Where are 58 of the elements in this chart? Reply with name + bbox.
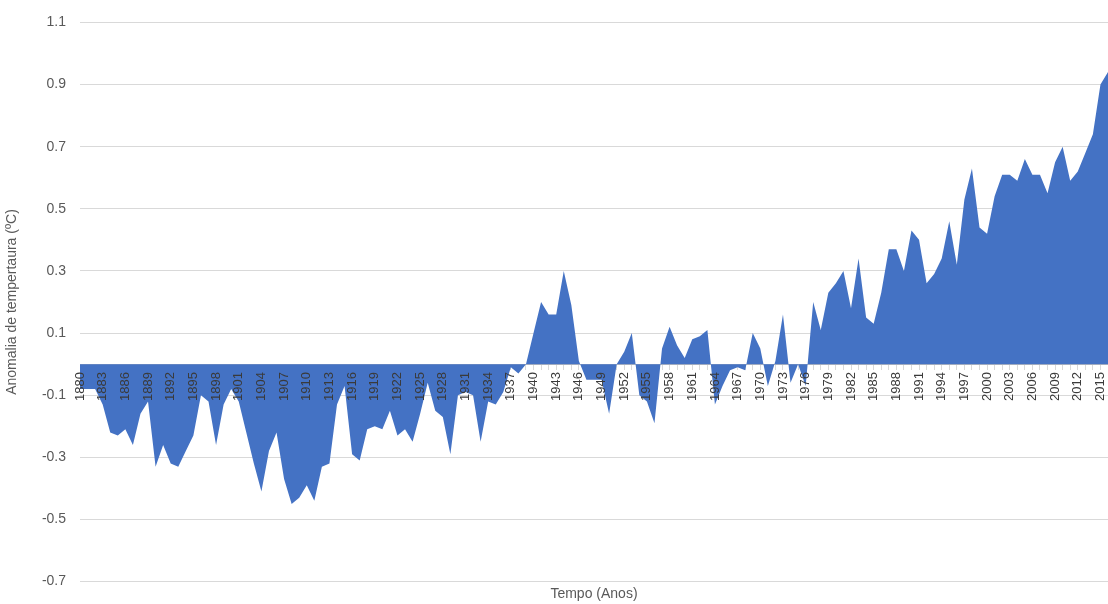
y-tick-label: -0.5 <box>41 510 67 527</box>
y-tick-label: 0.7 <box>46 137 67 154</box>
x-tick-label: 2006 <box>1023 372 1039 402</box>
x-tick-label: 1949 <box>593 372 609 402</box>
y-tick-label: 0.9 <box>46 75 67 92</box>
y-axis-title: Anomalia de tempertaura (ºC) <box>3 209 20 395</box>
x-tick-label: 1901 <box>230 372 246 402</box>
x-tick-label: 1922 <box>389 372 405 402</box>
y-tick-label: 0.1 <box>46 323 67 340</box>
x-tick-label: 1988 <box>887 372 903 402</box>
x-tick-label: 1970 <box>751 372 767 402</box>
x-tick-label: 1940 <box>525 372 541 402</box>
x-axis-title: Tempo (Anos) <box>549 585 639 601</box>
x-tick-label: 1973 <box>774 372 790 402</box>
y-tick-label: 0.5 <box>46 199 67 216</box>
x-tick-label: 1979 <box>819 372 835 402</box>
x-tick-label: 1955 <box>638 372 654 402</box>
y-tick-label: 0.3 <box>46 261 67 278</box>
x-tick-label: 1982 <box>842 372 858 402</box>
x-tick-label: 1916 <box>343 372 359 402</box>
x-tick-label: 1928 <box>434 372 450 402</box>
y-tick-label: -0.3 <box>41 448 67 465</box>
x-tick-label: 1994 <box>933 372 949 402</box>
y-tick-label: 1.1 <box>46 13 67 30</box>
x-tick-label: 1886 <box>116 372 132 402</box>
x-tick-label: 1913 <box>321 372 337 402</box>
x-tick-label: 2012 <box>1069 372 1085 402</box>
x-tick-label: 1985 <box>865 372 881 402</box>
x-tick-label: 1904 <box>252 372 268 402</box>
x-tick-label: 1880 <box>71 372 87 402</box>
x-tick-label: 1991 <box>910 372 926 402</box>
x-tick-label: 1889 <box>139 372 155 402</box>
x-tick-label: 1919 <box>366 372 382 402</box>
x-tick-label: 1952 <box>615 372 631 402</box>
y-tick-label: -0.1 <box>41 386 67 403</box>
x-tick-label: 2015 <box>1092 372 1108 402</box>
x-tick-label: 1937 <box>502 372 518 402</box>
x-tick-label: 1964 <box>706 372 722 402</box>
x-tick-label: 1892 <box>162 372 178 402</box>
x-tick-label: 2009 <box>1046 372 1062 402</box>
x-tick-label: 1883 <box>94 372 110 402</box>
x-tick-label: 1934 <box>479 372 495 402</box>
x-tick-label: 1943 <box>547 372 563 402</box>
x-tick-label: 1925 <box>411 372 427 402</box>
x-tick-label: 2003 <box>1001 372 1017 402</box>
x-tick-label: 1895 <box>184 372 200 402</box>
x-tick-label: 1910 <box>298 372 314 402</box>
x-tick-label: 2000 <box>978 372 994 402</box>
x-tick-label: 1931 <box>457 372 473 402</box>
y-tick-label: -0.7 <box>41 572 67 589</box>
x-tick-label: 1997 <box>955 372 971 402</box>
x-tick-label: 1961 <box>683 372 699 402</box>
x-tick-label: 1958 <box>661 372 677 402</box>
x-tick-label: 1907 <box>275 372 291 402</box>
x-tick-label: 1946 <box>570 372 586 402</box>
x-tick-label: 1976 <box>797 372 813 402</box>
x-tick-label: 1967 <box>729 372 745 402</box>
x-tick-label: 1898 <box>207 372 223 402</box>
